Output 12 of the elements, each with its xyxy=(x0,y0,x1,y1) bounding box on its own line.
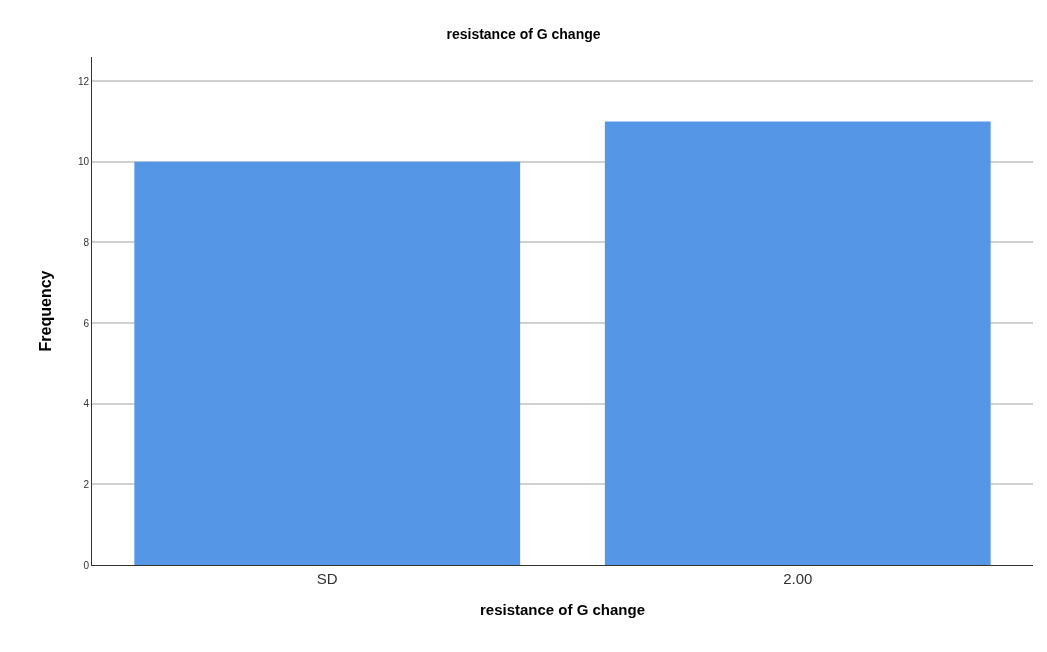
y-tick-label: 10 xyxy=(77,156,90,168)
y-tick-label: 4 xyxy=(83,398,90,410)
x-tick-label: 2.00 xyxy=(783,570,813,587)
y-tick-label: 8 xyxy=(83,236,90,248)
chart-title: resistance of G change xyxy=(446,26,601,43)
y-axis-title: Frequency xyxy=(36,270,54,352)
y-tick-label: 0 xyxy=(83,559,90,571)
x-axis-title: resistance of G change xyxy=(479,601,646,618)
y-tick-label: 6 xyxy=(83,317,90,329)
y-tick-label: 2 xyxy=(83,478,90,490)
y-tick-label: 12 xyxy=(77,75,90,87)
x-tick-label: SD xyxy=(316,570,338,587)
